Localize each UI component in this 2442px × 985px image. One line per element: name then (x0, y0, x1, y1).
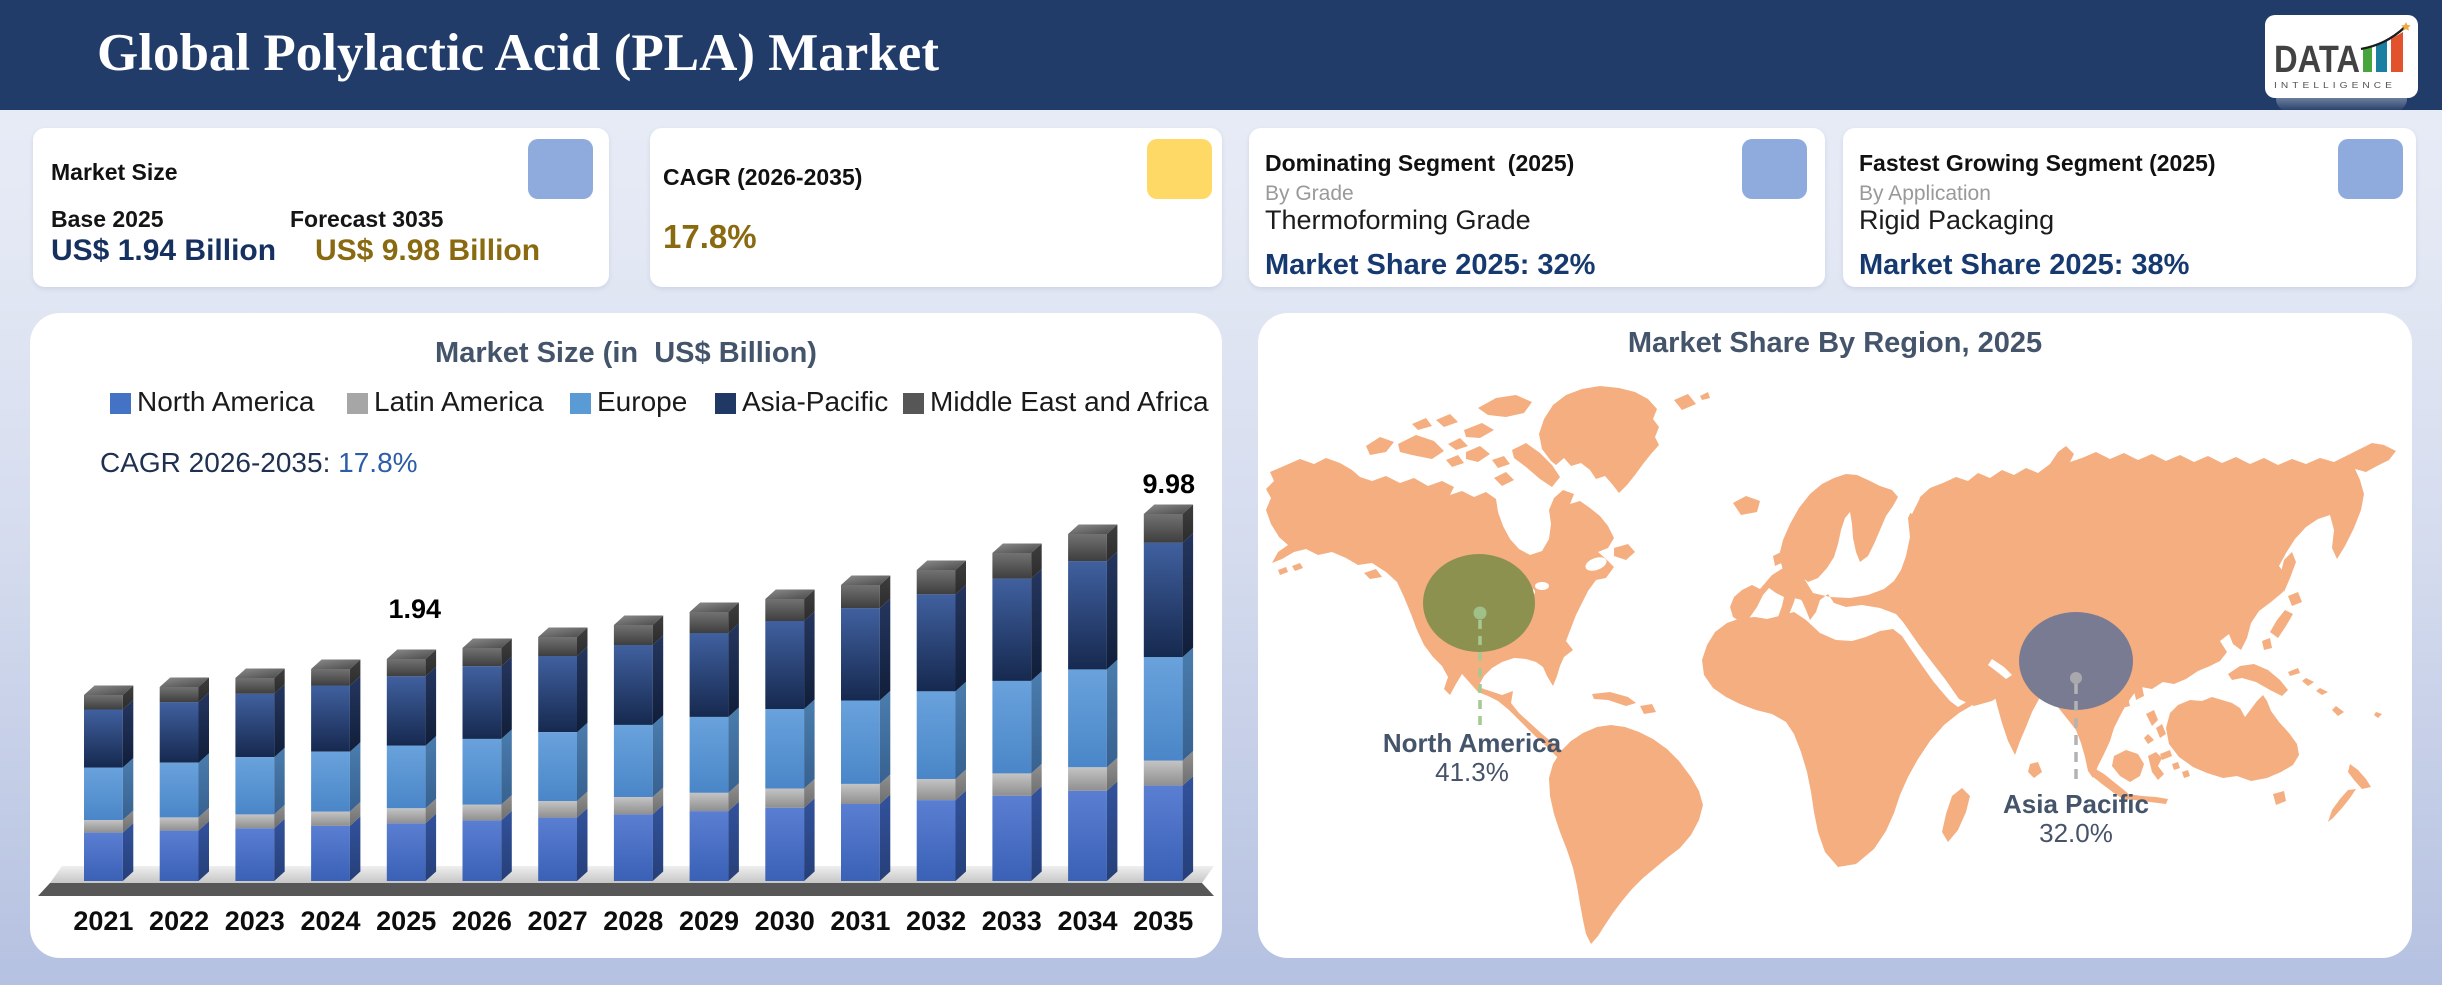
svg-text:2033: 2033 (982, 906, 1042, 936)
svg-text:2028: 2028 (603, 906, 663, 936)
svg-text:DATA: DATA (2274, 39, 2360, 81)
svg-text:2032: 2032 (906, 906, 966, 936)
svg-text:41.3%: 41.3% (1435, 757, 1509, 787)
svg-text:32.0%: 32.0% (2039, 818, 2113, 848)
svg-text:2034: 2034 (1057, 906, 1117, 936)
svg-text:2024: 2024 (300, 906, 360, 936)
svg-text:2026: 2026 (452, 906, 512, 936)
svg-text:2035: 2035 (1133, 906, 1193, 936)
svg-text:2030: 2030 (755, 906, 815, 936)
svg-text:2031: 2031 (830, 906, 890, 936)
svg-text:2023: 2023 (225, 906, 285, 936)
svg-text:1.94: 1.94 (389, 594, 442, 624)
svg-text:2021: 2021 (73, 906, 133, 936)
svg-text:Asia Pacific: Asia Pacific (2003, 789, 2149, 819)
svg-text:2027: 2027 (528, 906, 588, 936)
svg-text:9.98: 9.98 (1143, 469, 1196, 499)
svg-text:INTELLIGENCE: INTELLIGENCE (2274, 80, 2396, 90)
svg-text:2025: 2025 (376, 906, 436, 936)
svg-text:North America: North America (1383, 728, 1562, 758)
svg-text:2022: 2022 (149, 906, 209, 936)
svg-text:2029: 2029 (679, 906, 739, 936)
